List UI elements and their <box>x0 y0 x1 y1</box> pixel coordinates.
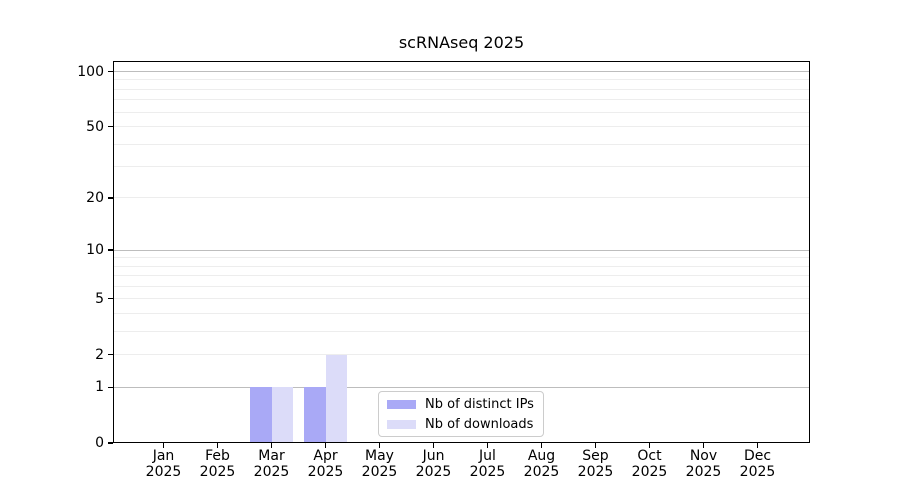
y-tick-label: 50 <box>86 118 104 135</box>
x-tick-label: Aug 2025 <box>514 448 570 480</box>
x-tick-year: 2025 <box>469 463 506 480</box>
gridline-minor <box>113 197 810 199</box>
bar <box>304 387 326 443</box>
gridline-minor <box>113 257 810 259</box>
legend-item: Nb of downloads <box>387 416 537 433</box>
x-tick-label: Jun 2025 <box>406 448 462 480</box>
y-tick-label: 5 <box>95 290 104 307</box>
y-tick-mark <box>108 249 113 251</box>
x-tick-month: Aug <box>527 448 556 464</box>
y-tick-label: 100 <box>77 63 104 80</box>
x-tick-label: Sep 2025 <box>568 448 624 480</box>
x-tick-label: Nov 2025 <box>676 448 732 480</box>
x-tick-year: 2025 <box>631 463 668 480</box>
y-tick-mark <box>108 197 113 199</box>
y-tick-label: 1 <box>95 379 104 396</box>
x-tick-label: Dec 2025 <box>730 448 786 480</box>
x-tick-mark <box>162 443 165 448</box>
chart-title: scRNAseq 2025 <box>398 33 525 52</box>
x-tick-year: 2025 <box>145 463 182 480</box>
gridline-major <box>113 71 810 73</box>
x-tick-label: May 2025 <box>352 448 408 480</box>
y-tick-label: 10 <box>86 242 104 259</box>
x-tick-month: Dec <box>743 448 772 464</box>
gridline-minor <box>113 88 810 90</box>
x-tick-month: Sep <box>582 448 609 464</box>
gridline-major <box>113 386 810 388</box>
y-tick-mark <box>108 442 113 444</box>
x-tick-year: 2025 <box>199 463 236 480</box>
y-tick-mark <box>108 353 113 356</box>
y-tick-label: 2 <box>95 346 104 363</box>
gridline-minor <box>113 312 810 314</box>
x-tick-label: Mar 2025 <box>244 448 300 480</box>
x-tick-year: 2025 <box>415 463 452 480</box>
gridline-minor <box>113 330 810 332</box>
x-tick-month: Apr <box>313 448 338 464</box>
legend: Nb of distinct IPs Nb of downloads <box>378 391 544 437</box>
plot-area <box>113 61 810 443</box>
gridline-minor <box>113 79 810 81</box>
gridline-minor <box>113 111 810 113</box>
x-tick-year: 2025 <box>523 463 560 480</box>
x-tick-mark <box>216 443 219 448</box>
gridline-minor <box>113 143 810 145</box>
x-tick-month: Jan <box>152 448 175 464</box>
x-tick-year: 2025 <box>307 463 344 480</box>
gridline-major <box>113 249 810 251</box>
legend-swatch <box>387 399 416 409</box>
bar <box>325 354 347 443</box>
y-tick-mark <box>108 125 113 128</box>
y-tick-mark <box>108 298 113 300</box>
x-tick-label: Feb 2025 <box>190 448 246 480</box>
x-tick-label: Apr 2025 <box>298 448 354 480</box>
x-tick-mark <box>486 443 489 448</box>
bar <box>271 387 293 443</box>
x-tick-mark <box>702 443 705 448</box>
bar <box>250 387 272 443</box>
x-tick-month: Nov <box>689 448 718 464</box>
x-tick-mark <box>594 443 597 448</box>
x-tick-month: Oct <box>637 448 662 464</box>
x-tick-mark <box>378 443 381 448</box>
x-tick-mark <box>540 443 543 448</box>
legend-item: Nb of distinct IPs <box>387 396 537 413</box>
x-tick-month: Jun <box>422 448 445 464</box>
x-tick-mark <box>432 443 435 448</box>
x-tick-mark <box>648 443 651 448</box>
x-tick-month: Jul <box>479 448 496 464</box>
x-tick-mark <box>270 443 273 448</box>
gridline-minor <box>113 99 810 101</box>
gridline-minor <box>113 265 810 267</box>
legend-swatch <box>387 419 416 429</box>
legend-label: Nb of downloads <box>425 416 534 432</box>
gridline-minor <box>113 275 810 277</box>
x-tick-mark <box>756 443 759 448</box>
gridline-minor <box>113 285 810 287</box>
gridline-minor <box>113 298 810 300</box>
x-tick-label: Oct 2025 <box>622 448 678 480</box>
legend-label: Nb of distinct IPs <box>425 396 534 412</box>
x-tick-month: May <box>365 448 394 464</box>
x-tick-month: Mar <box>258 448 285 464</box>
y-tick-label: 20 <box>86 189 104 206</box>
y-tick-mark <box>108 70 113 73</box>
x-tick-year: 2025 <box>253 463 290 480</box>
x-tick-label: Jan 2025 <box>136 448 192 480</box>
y-tick-mark <box>108 386 113 388</box>
x-tick-year: 2025 <box>739 463 776 480</box>
y-tick-label: 0 <box>95 435 104 451</box>
x-tick-mark <box>324 443 327 448</box>
gridline-minor <box>113 126 810 128</box>
x-tick-month: Feb <box>205 448 230 464</box>
x-tick-year: 2025 <box>577 463 614 480</box>
x-tick-year: 2025 <box>361 463 398 480</box>
x-tick-label: Jul 2025 <box>460 448 516 480</box>
gridline-minor <box>113 354 810 356</box>
x-tick-year: 2025 <box>685 463 722 480</box>
gridline-minor <box>113 166 810 168</box>
